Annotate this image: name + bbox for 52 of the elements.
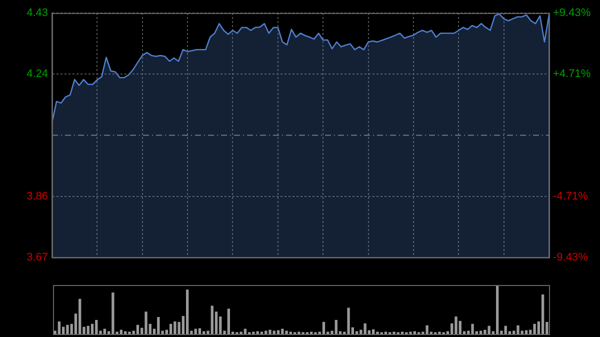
- bar: [227, 308, 230, 334]
- bar: [268, 330, 272, 334]
- bar: [78, 298, 82, 334]
- bar: [136, 324, 140, 334]
- bar: [413, 331, 416, 334]
- y2-tick-label: +9.43%: [553, 7, 591, 20]
- bar: [285, 330, 288, 334]
- bar: [256, 331, 259, 334]
- bar: [347, 308, 350, 334]
- bar: [264, 330, 268, 334]
- bar: [334, 320, 338, 334]
- y-tick-label: 3.86: [26, 190, 48, 202]
- bar: [272, 330, 276, 334]
- bar: [471, 324, 474, 334]
- bar: [524, 330, 528, 334]
- bar: [90, 324, 94, 334]
- bar: [276, 330, 280, 334]
- bar: [322, 322, 326, 334]
- bar: [144, 312, 148, 334]
- y-tick-label: 3.67: [26, 251, 48, 264]
- y2-tick-label: +4.71%: [553, 68, 591, 80]
- bar: [198, 328, 202, 334]
- y-tick-label: 4.24: [26, 68, 48, 80]
- bar: [95, 320, 98, 334]
- bar: [174, 321, 176, 334]
- bar: [202, 331, 206, 334]
- bar: [484, 330, 486, 334]
- bar: [488, 326, 490, 334]
- bar: [516, 325, 520, 334]
- bar: [86, 326, 90, 334]
- bar: [355, 331, 358, 334]
- y2-tick-label: -4.71%: [553, 190, 588, 202]
- bar: [458, 320, 462, 334]
- bar: [454, 316, 458, 334]
- bar: [426, 325, 428, 334]
- bar: [186, 290, 189, 334]
- bar: [541, 294, 544, 334]
- bar: [124, 331, 127, 334]
- bar: [496, 285, 499, 334]
- bar: [66, 324, 69, 334]
- bar: [479, 330, 482, 334]
- bar: [533, 324, 536, 334]
- bar: [169, 324, 172, 334]
- bar: [372, 329, 375, 334]
- bar: [58, 321, 61, 334]
- bar: [210, 306, 214, 334]
- bar: [157, 317, 160, 334]
- y2-tick-label: -9.43%: [553, 251, 588, 264]
- bar: [364, 323, 366, 334]
- bar: [504, 326, 507, 334]
- y-tick-label: 4.43: [26, 7, 48, 20]
- bar: [112, 292, 114, 334]
